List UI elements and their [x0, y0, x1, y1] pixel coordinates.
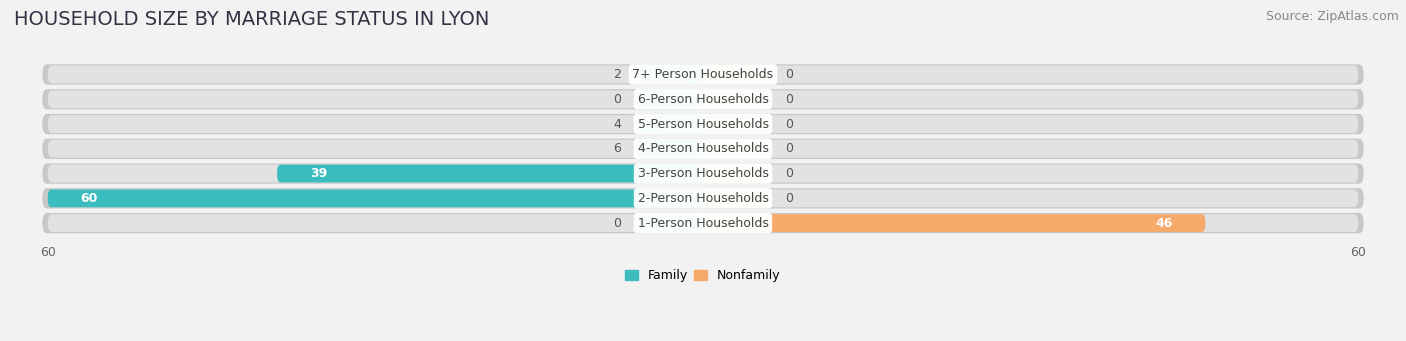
FancyBboxPatch shape [637, 215, 703, 231]
FancyBboxPatch shape [42, 213, 1364, 233]
FancyBboxPatch shape [637, 166, 703, 181]
Legend: Family, Nonfamily: Family, Nonfamily [620, 264, 786, 287]
FancyBboxPatch shape [42, 89, 1364, 109]
Text: 2-Person Households: 2-Person Households [637, 192, 769, 205]
FancyBboxPatch shape [703, 116, 769, 132]
FancyBboxPatch shape [42, 163, 1364, 184]
FancyBboxPatch shape [637, 141, 703, 157]
Text: 4: 4 [613, 118, 621, 131]
FancyBboxPatch shape [703, 190, 769, 206]
Text: 6-Person Households: 6-Person Households [637, 93, 769, 106]
FancyBboxPatch shape [42, 188, 1364, 208]
Text: 3-Person Households: 3-Person Households [637, 167, 769, 180]
FancyBboxPatch shape [48, 189, 1358, 207]
FancyBboxPatch shape [703, 66, 769, 83]
FancyBboxPatch shape [703, 214, 1205, 232]
FancyBboxPatch shape [48, 140, 1358, 158]
FancyBboxPatch shape [48, 115, 1358, 133]
FancyBboxPatch shape [637, 91, 703, 107]
FancyBboxPatch shape [42, 64, 1364, 85]
FancyBboxPatch shape [703, 215, 769, 231]
Text: 0: 0 [785, 68, 793, 81]
FancyBboxPatch shape [703, 141, 769, 157]
Text: 0: 0 [785, 167, 793, 180]
FancyBboxPatch shape [48, 165, 1358, 182]
FancyBboxPatch shape [277, 165, 703, 182]
FancyBboxPatch shape [48, 189, 703, 207]
FancyBboxPatch shape [703, 166, 769, 181]
Text: 60: 60 [80, 192, 98, 205]
Text: 0: 0 [613, 217, 621, 229]
Text: 1-Person Households: 1-Person Households [637, 217, 769, 229]
Text: 0: 0 [613, 93, 621, 106]
Text: 0: 0 [785, 142, 793, 155]
Text: 0: 0 [785, 118, 793, 131]
FancyBboxPatch shape [637, 190, 703, 206]
Text: HOUSEHOLD SIZE BY MARRIAGE STATUS IN LYON: HOUSEHOLD SIZE BY MARRIAGE STATUS IN LYO… [14, 10, 489, 29]
FancyBboxPatch shape [42, 114, 1364, 134]
FancyBboxPatch shape [681, 65, 703, 84]
FancyBboxPatch shape [703, 91, 769, 107]
Text: 5-Person Households: 5-Person Households [637, 118, 769, 131]
Text: 7+ Person Households: 7+ Person Households [633, 68, 773, 81]
Text: 0: 0 [785, 93, 793, 106]
FancyBboxPatch shape [42, 139, 1364, 159]
Text: 39: 39 [309, 167, 328, 180]
Text: Source: ZipAtlas.com: Source: ZipAtlas.com [1265, 10, 1399, 23]
Text: 2: 2 [613, 68, 621, 81]
Text: 46: 46 [1156, 217, 1173, 229]
FancyBboxPatch shape [48, 65, 1358, 84]
Text: 6: 6 [613, 142, 621, 155]
FancyBboxPatch shape [659, 115, 703, 133]
Text: 4-Person Households: 4-Person Households [637, 142, 769, 155]
Text: 0: 0 [785, 192, 793, 205]
FancyBboxPatch shape [48, 214, 1358, 232]
FancyBboxPatch shape [637, 66, 703, 83]
FancyBboxPatch shape [637, 116, 703, 132]
FancyBboxPatch shape [48, 90, 1358, 108]
FancyBboxPatch shape [637, 140, 703, 158]
